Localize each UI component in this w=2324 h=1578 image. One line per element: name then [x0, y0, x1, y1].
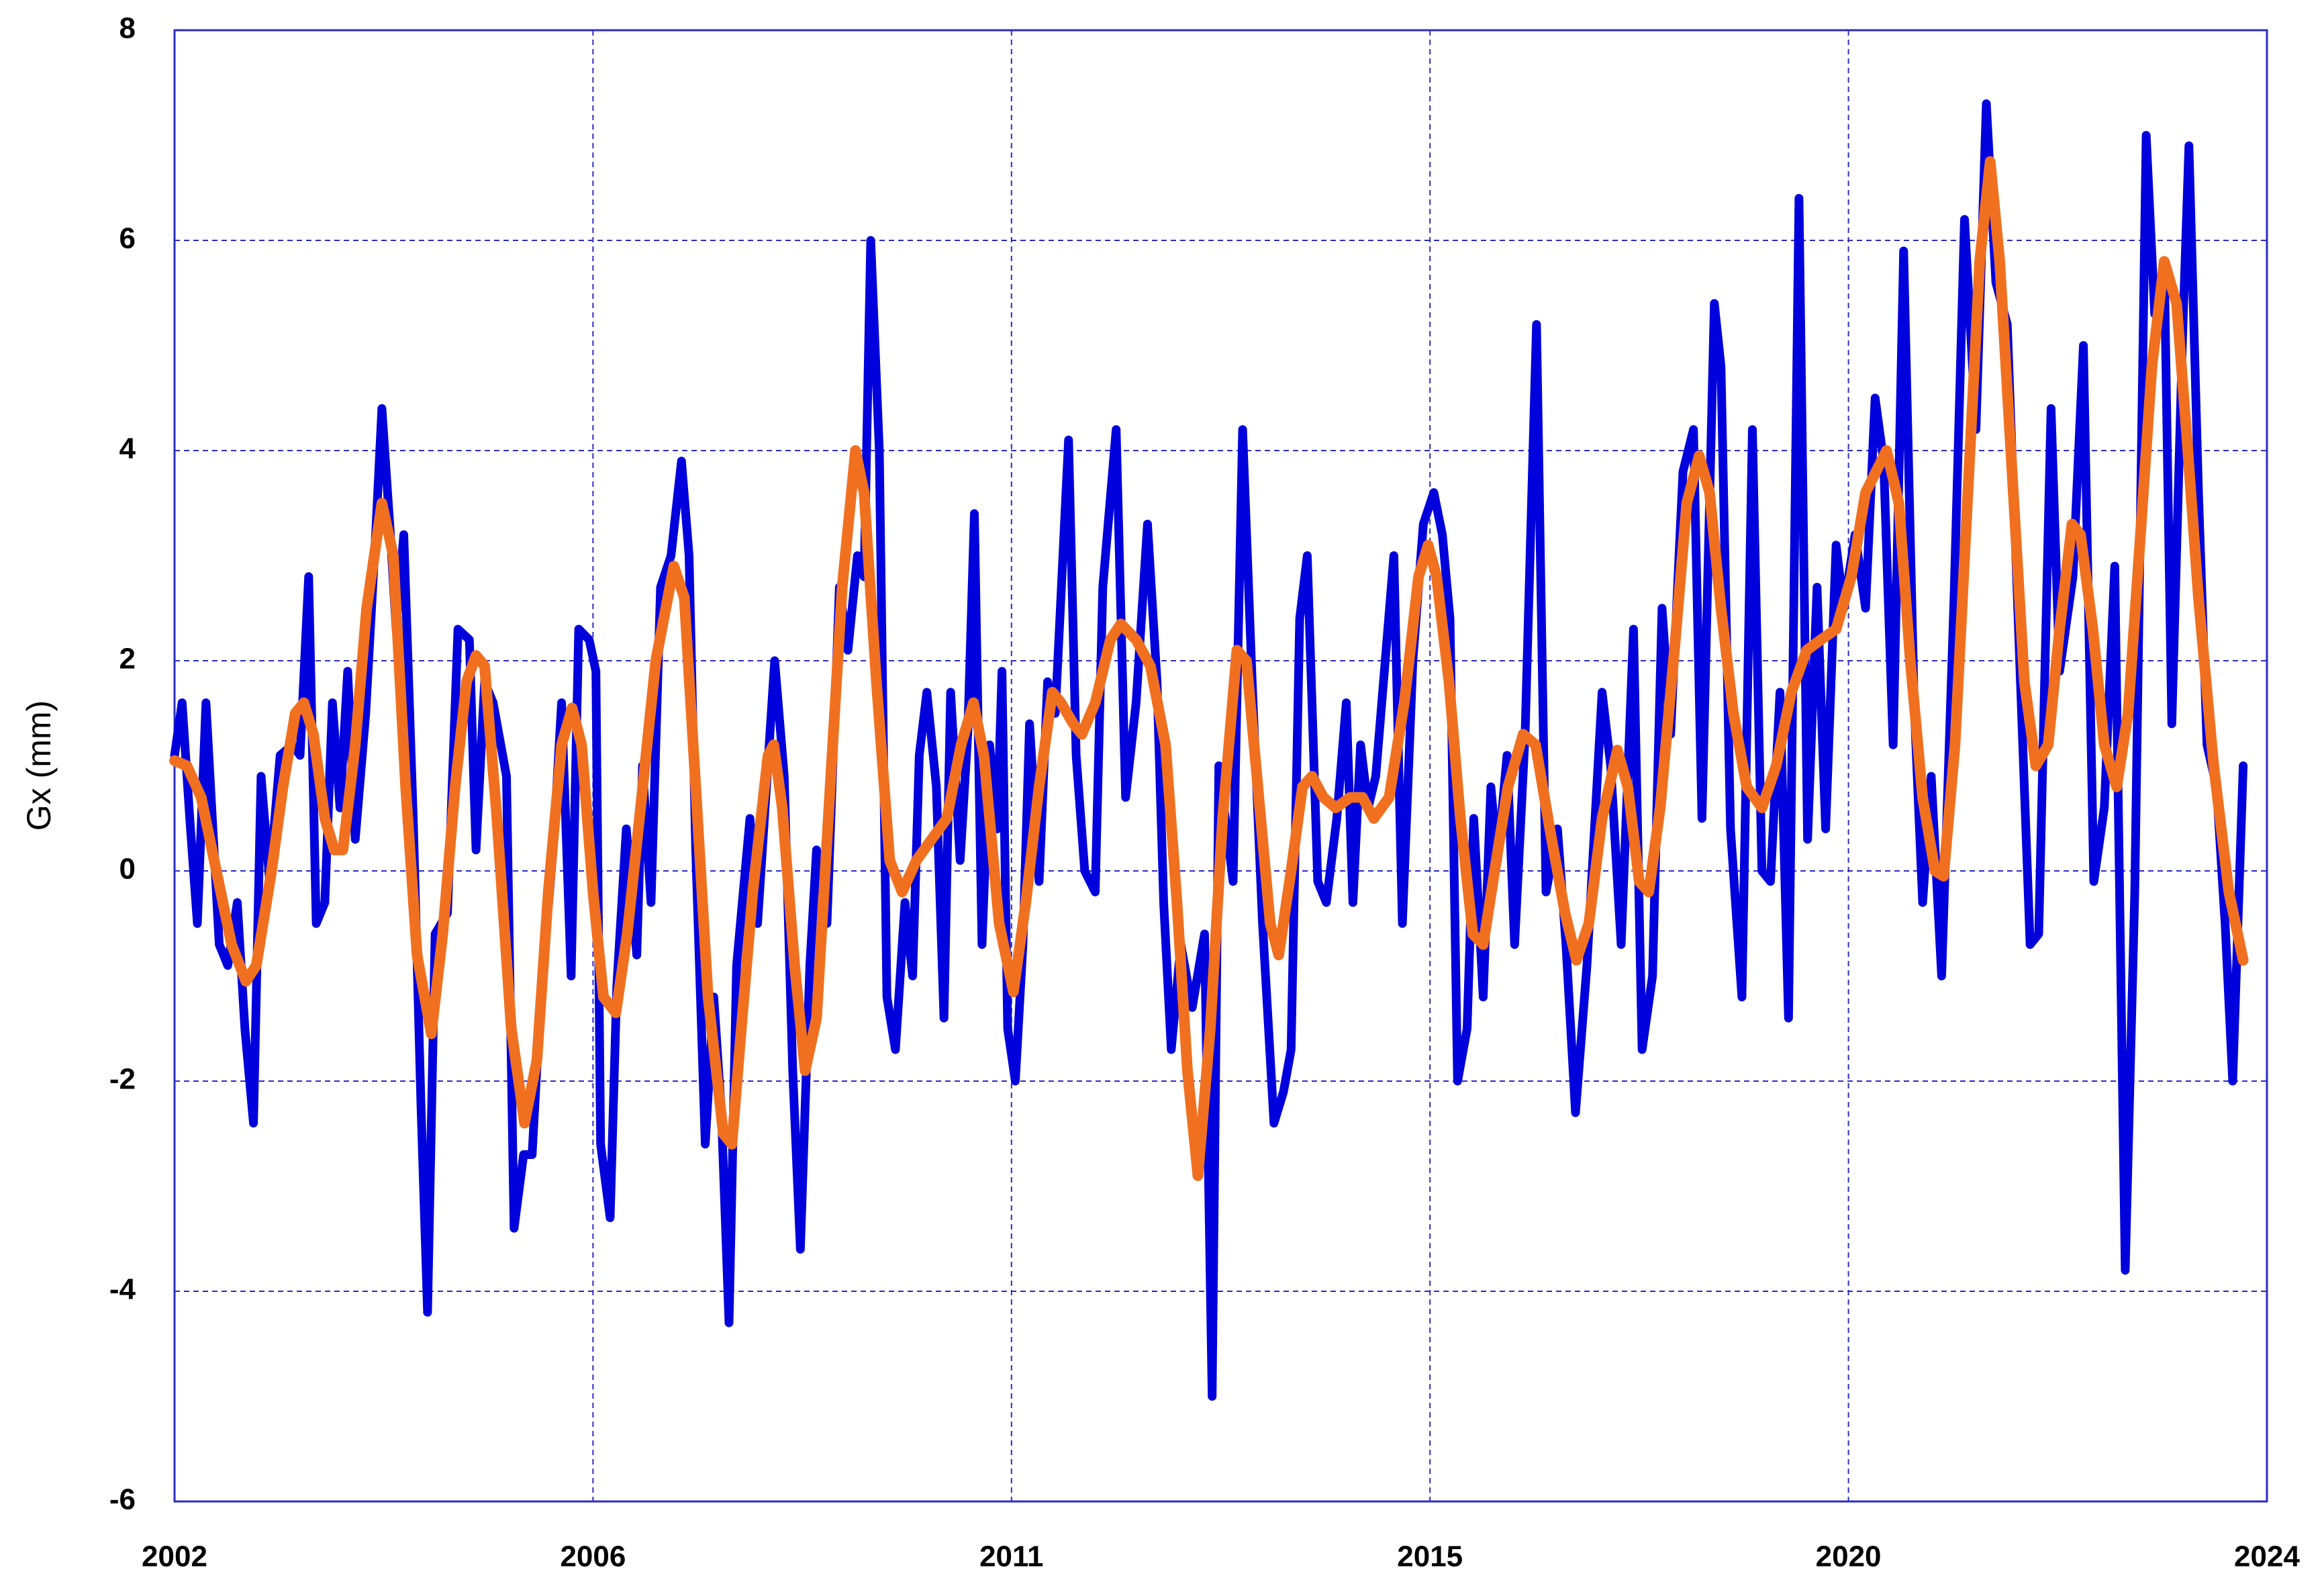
- y-tick-label: -4: [109, 1273, 136, 1306]
- y-tick-label: 6: [119, 222, 136, 255]
- series-line: [169, 156, 2249, 1181]
- y-axis-label: Gx (mm): [20, 700, 58, 831]
- series-line: [170, 99, 2248, 1401]
- y-tick-label: 0: [119, 853, 136, 886]
- x-tick-label: 2006: [560, 1540, 626, 1573]
- x-tick-label: 2020: [1816, 1540, 1882, 1573]
- y-tick-label: 4: [119, 432, 136, 465]
- y-tick-label: -2: [109, 1063, 136, 1096]
- y-tick-label: -6: [109, 1483, 136, 1516]
- y-tick-label: 8: [119, 12, 136, 45]
- y-tick-label: 2: [119, 643, 136, 676]
- x-tick-label: 2011: [979, 1540, 1043, 1573]
- x-tick-label: 2024: [2234, 1540, 2300, 1573]
- x-tick-label: 2015: [1397, 1540, 1463, 1573]
- x-tick-label: 2002: [142, 1540, 207, 1573]
